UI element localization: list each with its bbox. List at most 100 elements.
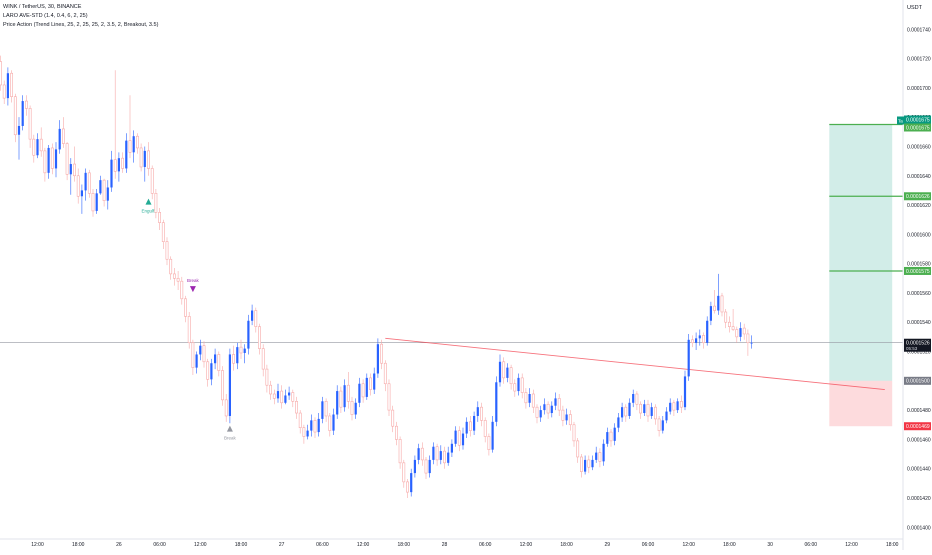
price-axis-label[interactable]: 0.0001626 <box>904 192 931 201</box>
candle[interactable] <box>461 427 465 450</box>
candle[interactable] <box>28 105 32 148</box>
candle[interactable] <box>147 142 150 176</box>
candle[interactable] <box>535 404 539 424</box>
candle[interactable] <box>420 442 424 466</box>
candle[interactable] <box>520 373 524 399</box>
candle[interactable] <box>224 393 228 422</box>
candle[interactable] <box>498 354 502 387</box>
candle[interactable] <box>473 411 476 436</box>
candle[interactable] <box>709 301 712 326</box>
candle[interactable] <box>317 413 320 437</box>
candle[interactable] <box>298 410 302 434</box>
candle[interactable] <box>394 421 398 446</box>
trend-line[interactable] <box>385 337 885 391</box>
candle[interactable] <box>443 446 446 469</box>
candle[interactable] <box>36 133 39 159</box>
candle[interactable] <box>565 408 568 425</box>
candle[interactable] <box>606 427 609 447</box>
candle[interactable] <box>454 426 457 447</box>
candle[interactable] <box>720 292 724 317</box>
candle[interactable] <box>595 446 598 463</box>
candle[interactable] <box>402 459 406 488</box>
candle[interactable] <box>476 401 479 422</box>
candle[interactable] <box>150 165 154 200</box>
candle[interactable] <box>99 175 102 195</box>
candle[interactable] <box>373 367 376 394</box>
candle[interactable] <box>717 273 720 315</box>
candle[interactable] <box>65 142 69 181</box>
candle[interactable] <box>350 396 354 421</box>
candle[interactable] <box>358 377 361 408</box>
candle[interactable] <box>113 70 117 179</box>
candle[interactable] <box>243 344 246 364</box>
candle[interactable] <box>258 323 261 355</box>
candle[interactable] <box>406 478 409 498</box>
candle[interactable] <box>306 424 309 440</box>
candle[interactable] <box>221 366 224 406</box>
price-axis-label[interactable]: 0.0001469 <box>904 422 931 431</box>
candle[interactable] <box>695 332 698 351</box>
candle[interactable] <box>724 309 728 329</box>
candle[interactable] <box>24 95 28 116</box>
candle[interactable] <box>579 454 583 478</box>
candle[interactable] <box>343 379 346 412</box>
candle[interactable] <box>502 357 506 384</box>
candle[interactable] <box>376 338 379 378</box>
candle[interactable] <box>702 332 705 349</box>
candle[interactable] <box>665 407 668 424</box>
candle[interactable] <box>295 396 298 419</box>
marker-down[interactable]: Break <box>187 278 200 293</box>
candle[interactable] <box>158 207 162 230</box>
candle[interactable] <box>21 95 24 131</box>
candle[interactable] <box>491 415 494 453</box>
candle[interactable] <box>10 70 14 103</box>
candle[interactable] <box>435 443 439 466</box>
candle[interactable] <box>102 178 106 207</box>
candle[interactable] <box>202 341 206 368</box>
candle[interactable] <box>121 152 125 173</box>
candle[interactable] <box>195 351 198 374</box>
candle[interactable] <box>432 442 435 465</box>
candle[interactable] <box>117 152 120 182</box>
candle[interactable] <box>568 410 572 431</box>
candle[interactable] <box>251 304 254 326</box>
candle[interactable] <box>557 393 561 416</box>
candle[interactable] <box>528 388 531 408</box>
candle[interactable] <box>17 117 21 160</box>
candle[interactable] <box>676 398 679 414</box>
legend-symbol[interactable]: WINK / TetherUS, 30, BINANCE <box>3 4 82 10</box>
candle[interactable] <box>76 168 80 204</box>
candle[interactable] <box>291 389 295 408</box>
candle[interactable] <box>87 169 91 198</box>
candle[interactable] <box>95 188 98 214</box>
candle[interactable] <box>698 329 701 346</box>
candle[interactable] <box>727 316 731 333</box>
candle[interactable] <box>639 401 643 419</box>
candle[interactable] <box>239 339 243 359</box>
candle[interactable] <box>106 180 109 210</box>
candle[interactable] <box>543 398 546 415</box>
candle[interactable] <box>276 383 280 403</box>
position-profit-zone[interactable] <box>829 124 893 381</box>
candle[interactable] <box>165 237 169 266</box>
candle[interactable] <box>39 127 43 157</box>
candle[interactable] <box>706 316 709 346</box>
candle[interactable] <box>261 344 265 377</box>
candle[interactable] <box>43 147 47 182</box>
candle[interactable] <box>602 439 605 466</box>
candle[interactable] <box>424 456 428 479</box>
candle[interactable] <box>546 401 550 419</box>
candle[interactable] <box>591 455 594 471</box>
candle[interactable] <box>517 373 520 396</box>
candle[interactable] <box>713 290 717 314</box>
candle[interactable] <box>742 323 746 340</box>
position-loss-zone[interactable] <box>829 380 893 427</box>
candle[interactable] <box>247 314 250 355</box>
candle[interactable] <box>284 389 287 405</box>
candle[interactable] <box>524 388 528 409</box>
candle[interactable] <box>321 396 324 424</box>
candle[interactable] <box>80 184 83 214</box>
candle[interactable] <box>617 413 620 433</box>
candle[interactable] <box>398 436 402 469</box>
